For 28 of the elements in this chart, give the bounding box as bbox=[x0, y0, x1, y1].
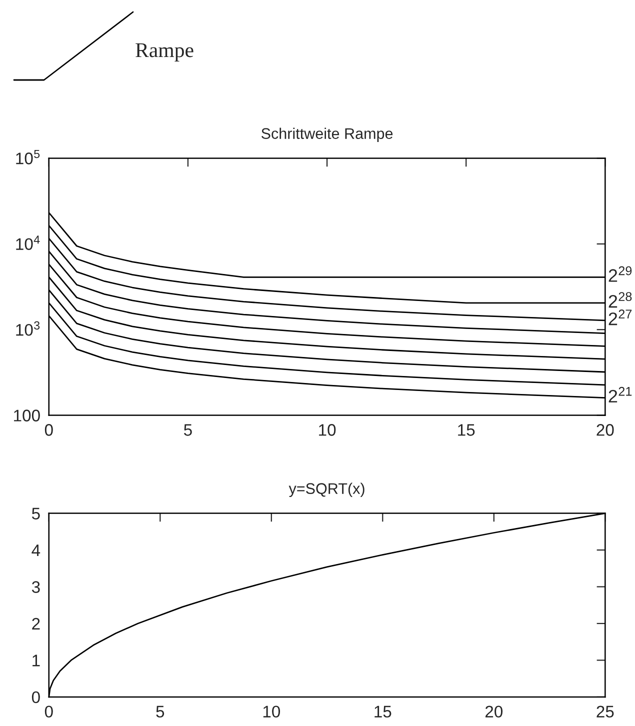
y-tick-label: 10$^{5}$ bbox=[16, 150, 40, 164]
series-label: 2$^{21}$ bbox=[608, 386, 632, 402]
y-tick-label: 5 bbox=[32, 508, 40, 520]
y-tick-label: 4 bbox=[32, 544, 40, 556]
x-tick-label: 5 bbox=[184, 424, 192, 436]
series-label: 2$^{28}$ bbox=[608, 292, 632, 308]
y-tick-label: 10$^{4}$ bbox=[16, 236, 40, 250]
x-tick-label: 15 bbox=[374, 706, 392, 718]
x-tick-label: 20 bbox=[596, 424, 614, 436]
text: Rampe bbox=[136, 43, 194, 62]
y-tick-label: 100 bbox=[14, 410, 40, 422]
x-tick-label: 25 bbox=[596, 706, 614, 718]
series-label: 2$^{27}$ bbox=[608, 310, 632, 326]
x-tick-label: 10 bbox=[263, 706, 280, 718]
y-tick-label: 10$^{3}$ bbox=[16, 321, 40, 336]
y-tick-label: 2 bbox=[32, 618, 40, 630]
x-tick-label: 5 bbox=[156, 706, 164, 718]
y-tick-label: 3 bbox=[32, 581, 40, 593]
x-tick-label: 10 bbox=[319, 424, 336, 436]
series-label: 2$^{29}$ bbox=[608, 266, 632, 282]
x-tick-label: 0 bbox=[44, 706, 53, 718]
y-tick-label: 1 bbox=[32, 654, 40, 666]
chart-title: Schrittweite Rampe bbox=[261, 128, 393, 142]
chart-title: y=SQRT(x) bbox=[288, 482, 364, 498]
y-tick-label: 0 bbox=[32, 691, 40, 704]
x-tick-label: 15 bbox=[458, 424, 475, 436]
x-tick-label: 0 bbox=[44, 424, 53, 436]
x-tick-label: 20 bbox=[485, 706, 503, 718]
